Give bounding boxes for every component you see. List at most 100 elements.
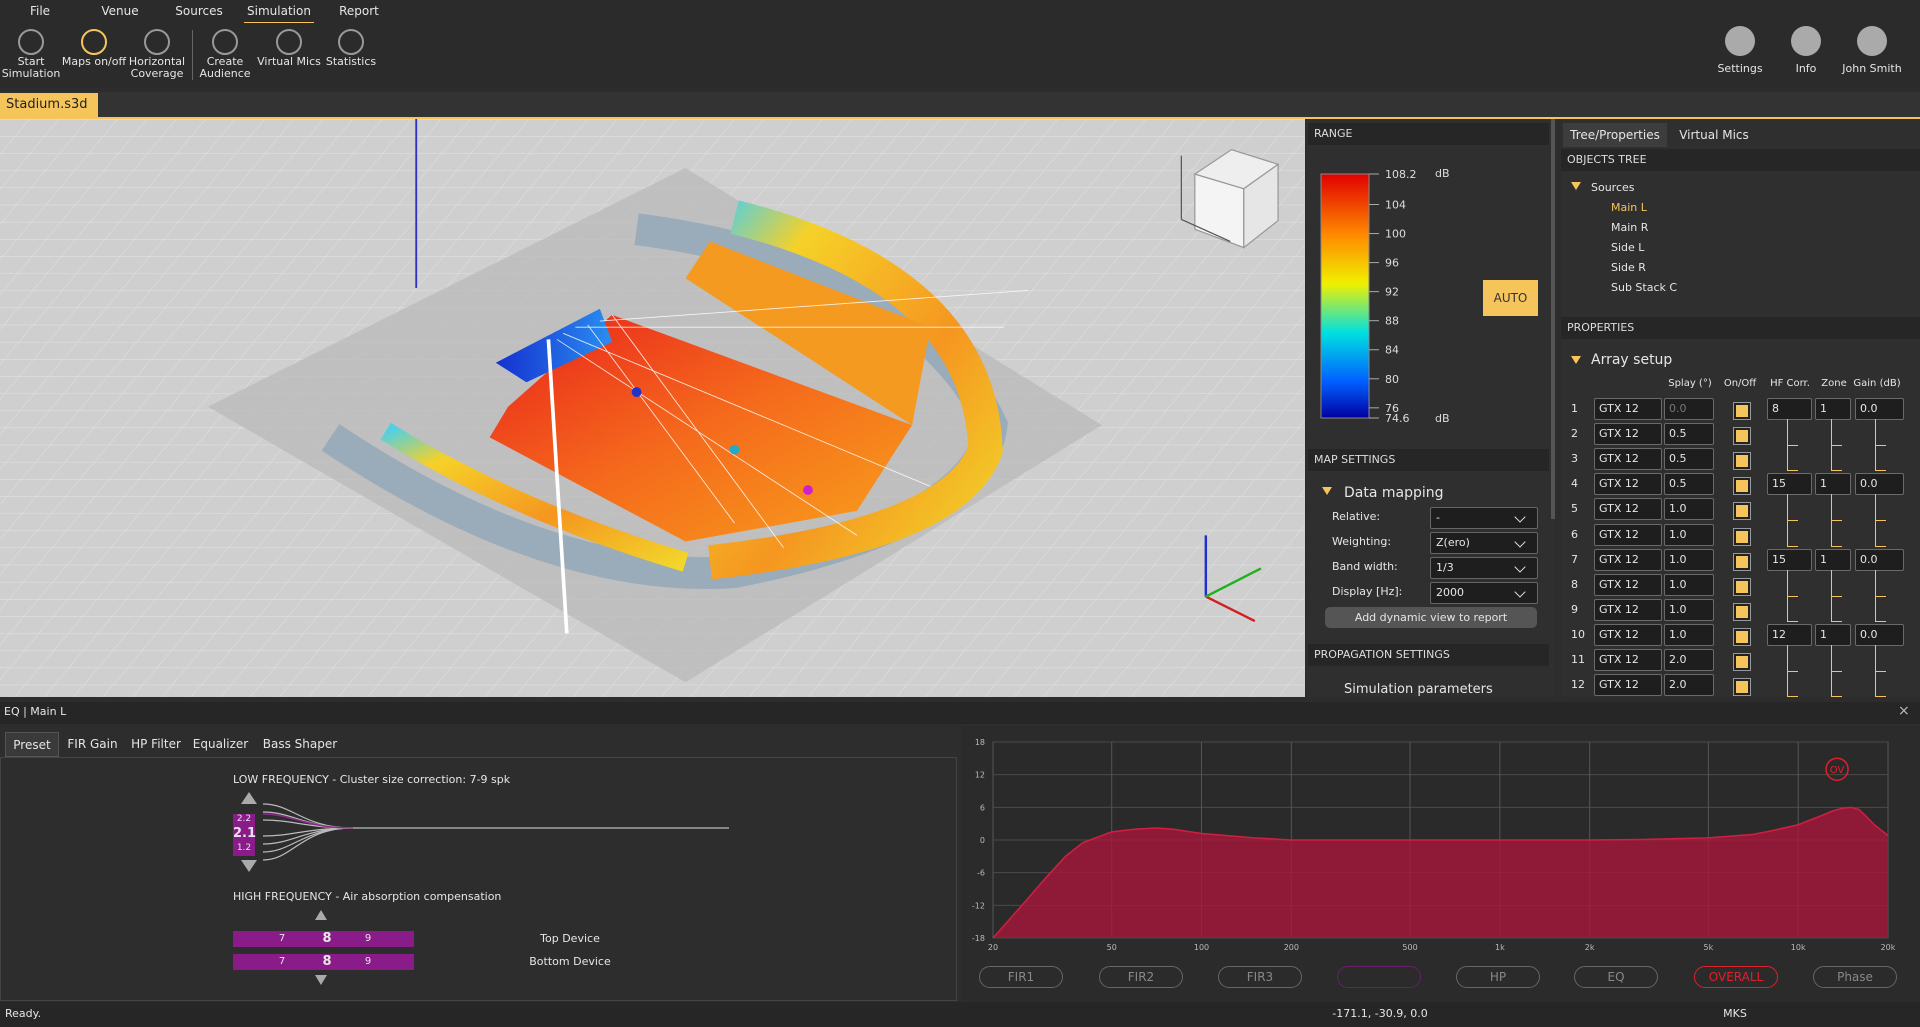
on-off-checkbox[interactable] (1733, 427, 1751, 446)
splay-cell[interactable]: 0.0 (1664, 398, 1714, 420)
splay-cell[interactable]: 0.5 (1664, 448, 1714, 471)
splay-cell[interactable]: 1.0 (1664, 623, 1714, 646)
eq-tab[interactable]: FIR Gain (67, 737, 118, 751)
zone-cell[interactable]: 1 (1815, 473, 1851, 496)
zone-cell[interactable]: 1 (1815, 623, 1851, 646)
side-tab[interactable]: Virtual Mics (1679, 128, 1749, 142)
splay-cell[interactable]: 0.5 (1664, 423, 1714, 446)
toolbar-button[interactable]: Create Audience (199, 55, 251, 80)
splay-cell[interactable]: 1.0 (1664, 573, 1714, 596)
eq-tab[interactable]: HP Filter (131, 737, 181, 751)
hf-arrow[interactable] (315, 910, 327, 920)
hf-value[interactable]: 8 (322, 954, 332, 969)
on-off-checkbox[interactable] (1733, 402, 1751, 420)
tree-item[interactable]: Side L (1611, 241, 1645, 254)
hf-arrow[interactable] (315, 975, 327, 985)
toolbar-icon[interactable] (276, 29, 302, 55)
model-cell[interactable]: GTX 12 (1594, 448, 1662, 471)
hf-value[interactable]: 7 (278, 933, 286, 944)
model-cell[interactable]: GTX 12 (1594, 423, 1662, 446)
eq-button[interactable]: FIR1 (979, 966, 1063, 988)
eq-button[interactable]: OVERALL (1694, 966, 1778, 988)
gain-cell[interactable]: 0.0 (1855, 473, 1904, 496)
model-cell[interactable]: GTX 12 (1594, 598, 1662, 621)
on-off-checkbox[interactable] (1733, 552, 1751, 571)
hf-value[interactable]: 8 (322, 931, 332, 946)
hf-value[interactable]: 9 (364, 956, 372, 967)
lf-value[interactable]: 2.2 (236, 814, 252, 824)
model-cell[interactable]: GTX 12 (1594, 649, 1662, 671)
close-button[interactable]: × (1898, 703, 1910, 719)
zone-cell[interactable]: 1 (1815, 398, 1851, 420)
model-cell[interactable]: GTX 12 (1594, 573, 1662, 596)
on-off-checkbox[interactable] (1733, 678, 1751, 697)
menu-item[interactable]: File (29, 4, 51, 18)
gain-cell[interactable]: 0.0 (1855, 398, 1904, 420)
model-cell[interactable]: GTX 12 (1594, 548, 1662, 571)
tree-item[interactable]: Main L (1611, 201, 1647, 214)
tree-item[interactable]: Sub Stack C (1611, 281, 1678, 294)
on-off-checkbox[interactable] (1733, 502, 1751, 521)
toolbar-button[interactable]: Horizontal Coverage (128, 55, 186, 80)
menu-item[interactable]: Report (339, 4, 379, 18)
hf-selector[interactable] (233, 931, 414, 947)
splay-cell[interactable]: 2.0 (1664, 649, 1714, 671)
side-tab[interactable]: Tree/Properties (1563, 123, 1667, 147)
menu-item[interactable]: Simulation (244, 0, 314, 23)
hf-corr-cell[interactable]: 8 (1767, 398, 1812, 420)
gain-cell[interactable]: 0.0 (1855, 623, 1904, 646)
toolbar-button[interactable]: Info (1795, 62, 1817, 75)
hf-value[interactable]: 9 (364, 933, 372, 944)
eq-tab[interactable]: Bass Shaper (262, 737, 338, 751)
toolbar-button[interactable]: Virtual Mics (257, 55, 321, 68)
add-view-button[interactable]: Add dynamic view to report (1325, 607, 1537, 628)
tree-item[interactable]: Main R (1611, 221, 1649, 234)
hf-value[interactable]: 7 (278, 956, 286, 967)
on-off-checkbox[interactable] (1733, 477, 1751, 496)
toolbar-icon[interactable] (1725, 26, 1755, 56)
menu-item[interactable]: Venue (101, 4, 139, 18)
toolbar-icon[interactable] (338, 29, 364, 55)
toolbar-icon[interactable] (1791, 26, 1821, 56)
toolbar-icon[interactable] (81, 29, 107, 55)
model-cell[interactable]: GTX 12 (1594, 498, 1662, 521)
model-cell[interactable]: GTX 12 (1594, 623, 1662, 646)
dropdown[interactable]: Z(ero) (1430, 532, 1538, 554)
dropdown[interactable]: - (1430, 507, 1538, 529)
toolbar-icon[interactable] (1857, 26, 1887, 56)
model-cell[interactable]: GTX 12 (1594, 523, 1662, 546)
menu-item[interactable]: Sources (175, 4, 223, 18)
toolbar-icon[interactable] (18, 29, 44, 55)
document-tab[interactable]: Stadium.s3d (0, 93, 98, 117)
eq-tab[interactable]: Equalizer (192, 737, 249, 751)
tree-root[interactable]: Sources (1591, 181, 1635, 194)
eq-button[interactable]: HP (1456, 966, 1540, 988)
toolbar-button[interactable]: Start Simulation (1, 55, 61, 80)
splay-cell[interactable]: 0.5 (1664, 473, 1714, 496)
model-cell[interactable]: GTX 12 (1594, 674, 1662, 697)
toolbar-icon[interactable] (212, 29, 238, 55)
splay-cell[interactable]: 1.0 (1664, 523, 1714, 546)
model-cell[interactable]: GTX 12 (1594, 398, 1662, 420)
on-off-checkbox[interactable] (1733, 527, 1751, 546)
eq-button[interactable]: EQ (1574, 966, 1658, 988)
on-off-checkbox[interactable] (1733, 602, 1751, 621)
toolbar-button[interactable]: John Smith (1842, 62, 1902, 75)
splay-cell[interactable]: 1.0 (1664, 548, 1714, 571)
toolbar-button[interactable]: Statistics (325, 55, 377, 68)
eq-button[interactable]: Phase (1813, 966, 1897, 988)
lf-value[interactable]: 2.1 (233, 826, 257, 841)
lf-value[interactable]: 1.2 (236, 843, 252, 853)
eq-tab[interactable]: Preset (5, 732, 59, 757)
on-off-checkbox[interactable] (1733, 577, 1751, 596)
auto-button[interactable]: AUTO (1483, 280, 1538, 316)
hf-selector[interactable] (233, 954, 414, 970)
gain-cell[interactable]: 0.0 (1855, 548, 1904, 571)
on-off-checkbox[interactable] (1733, 627, 1751, 646)
eq-button[interactable]: FIR2 (1099, 966, 1183, 988)
eq-button[interactable] (1337, 966, 1421, 988)
tree-item[interactable]: Side R (1611, 261, 1646, 274)
viewport-3d[interactable] (0, 119, 1305, 697)
toolbar-icon[interactable] (144, 29, 170, 55)
splay-cell[interactable]: 1.0 (1664, 598, 1714, 621)
